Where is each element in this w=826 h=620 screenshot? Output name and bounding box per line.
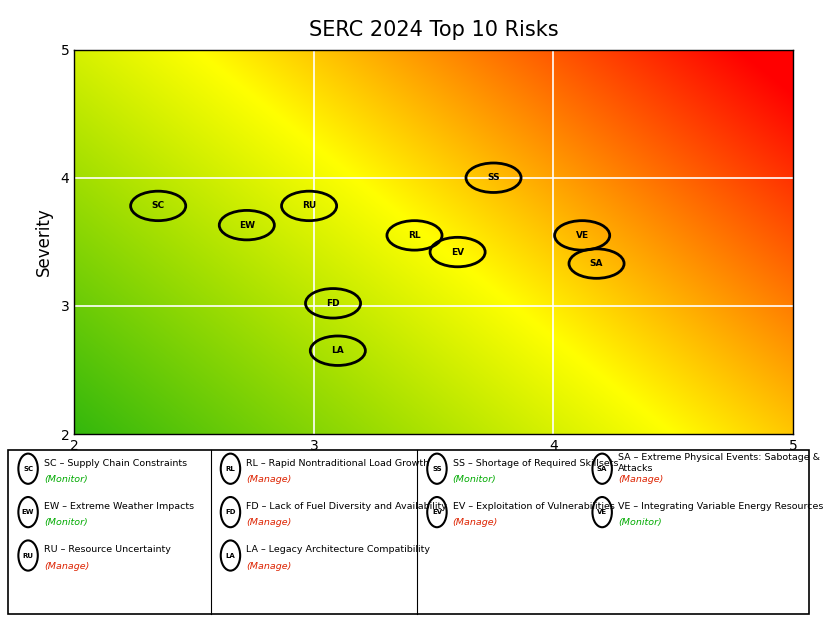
Text: (Manage): (Manage) xyxy=(246,475,292,484)
X-axis label: Likelihood: Likelihood xyxy=(392,461,476,479)
Text: SA: SA xyxy=(590,259,603,268)
Text: RL: RL xyxy=(408,231,420,240)
Text: LA: LA xyxy=(225,552,235,559)
Text: (Monitor): (Monitor) xyxy=(44,518,88,527)
Text: (Monitor): (Monitor) xyxy=(453,475,496,484)
Text: RU: RU xyxy=(22,552,34,559)
Text: FD – Lack of Fuel Diversity and Availability: FD – Lack of Fuel Diversity and Availabi… xyxy=(246,502,447,511)
Text: LA: LA xyxy=(331,346,344,355)
Text: VE: VE xyxy=(597,509,607,515)
Text: RU – Resource Uncertainty: RU – Resource Uncertainty xyxy=(44,546,171,554)
Text: SS – Shortage of Required Skillsets: SS – Shortage of Required Skillsets xyxy=(453,459,618,467)
Text: EW: EW xyxy=(21,509,35,515)
Text: (Manage): (Manage) xyxy=(246,562,292,570)
Text: VE – Integrating Variable Energy Resources: VE – Integrating Variable Energy Resourc… xyxy=(618,502,824,511)
Text: SC – Supply Chain Constraints: SC – Supply Chain Constraints xyxy=(44,459,187,467)
Text: EV: EV xyxy=(432,509,442,515)
Text: SA: SA xyxy=(597,466,607,472)
Text: (Monitor): (Monitor) xyxy=(618,518,662,527)
Text: (Monitor): (Monitor) xyxy=(44,475,88,484)
Text: RL – Rapid Nontraditional Load Growth: RL – Rapid Nontraditional Load Growth xyxy=(246,459,430,467)
Text: (Manage): (Manage) xyxy=(453,518,498,527)
Text: SC: SC xyxy=(23,466,33,472)
Text: SS: SS xyxy=(432,466,442,472)
Text: (Manage): (Manage) xyxy=(246,518,292,527)
Text: FD: FD xyxy=(225,509,235,515)
Title: SERC 2024 Top 10 Risks: SERC 2024 Top 10 Risks xyxy=(309,20,558,40)
Text: EV: EV xyxy=(451,247,464,257)
Text: SS: SS xyxy=(487,173,500,182)
Text: EW – Extreme Weather Impacts: EW – Extreme Weather Impacts xyxy=(44,502,194,511)
Text: VE: VE xyxy=(576,231,589,240)
Text: EV – Exploitation of Vulnerabilities: EV – Exploitation of Vulnerabilities xyxy=(453,502,615,511)
Text: LA – Legacy Architecture Compatibility: LA – Legacy Architecture Compatibility xyxy=(246,546,430,554)
Text: FD: FD xyxy=(326,299,339,308)
Text: SA – Extreme Physical Events: Sabotage &
Attacks: SA – Extreme Physical Events: Sabotage &… xyxy=(618,453,820,473)
Text: (Manage): (Manage) xyxy=(44,562,89,570)
Text: SC: SC xyxy=(152,202,164,210)
Text: RL: RL xyxy=(225,466,235,472)
Y-axis label: Severity: Severity xyxy=(35,208,52,276)
Text: EW: EW xyxy=(239,221,254,229)
Text: (Manage): (Manage) xyxy=(618,475,663,484)
Text: RU: RU xyxy=(302,202,316,210)
